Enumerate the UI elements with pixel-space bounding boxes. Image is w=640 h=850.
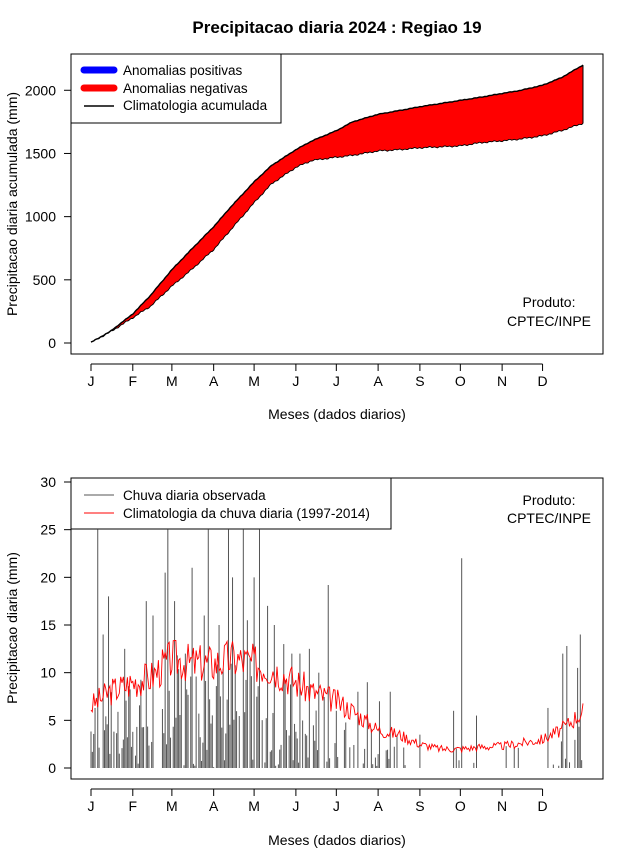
bottom-x-tick-label: O — [455, 798, 466, 814]
anomaly-area-layer — [90, 64, 584, 343]
top-x-tick-label: A — [373, 373, 383, 389]
top-y-tick-label: 500 — [33, 272, 57, 288]
daily-precip-panel: 0 5 10 15 20 25 30 J F M A M J J A S O N D Meses (dados d… — [4, 474, 604, 848]
top-y-axis: 0 500 1000 1500 2000 — [25, 82, 72, 351]
daily-climatology-line — [90, 639, 584, 754]
bottom-x-tick-label: J — [333, 798, 340, 814]
bottom-y-tick-label: 30 — [40, 474, 56, 490]
legend-label-climatology: Climatologia acumulada — [123, 98, 268, 113]
top-x-tick-label: J — [292, 373, 299, 389]
cumulative-precip-panel: 0 500 1000 1500 2000 J F M A M J J A S O N D Meses (dad… — [4, 53, 604, 422]
top-x-tick-label: N — [497, 373, 507, 389]
figure-title: Precipitacao diaria 2024 : Regiao 19 — [192, 18, 481, 37]
bottom-y-tick-label: 0 — [48, 760, 56, 776]
top-x-tick-label: F — [129, 373, 138, 389]
top-x-tick-label: M — [248, 373, 260, 389]
bottom-x-tick-label: A — [373, 798, 383, 814]
top-x-tick-label: A — [209, 373, 219, 389]
top-x-axis-label: Meses (dados diarios) — [268, 406, 406, 422]
top-x-tick-label: J — [333, 373, 340, 389]
bottom-credit-line1: Produto: — [523, 492, 576, 508]
bottom-y-axis-label: Precipitacao diaria (mm) — [4, 552, 20, 704]
legend-label-observed: Chuva diaria observada — [123, 488, 266, 503]
bottom-y-tick-label: 10 — [40, 665, 56, 681]
bottom-x-tick-label: N — [497, 798, 507, 814]
top-x-tick-label: O — [455, 373, 466, 389]
top-credit-line2: CPTEC/INPE — [507, 313, 591, 329]
top-y-tick-label: 2000 — [25, 82, 56, 98]
daily-bars-layer — [90, 529, 583, 768]
legend-label-positive: Anomalias positivas — [123, 63, 243, 78]
bottom-x-axis-label: Meses (dados diarios) — [268, 832, 406, 848]
bottom-x-tick-label: D — [537, 798, 547, 814]
climatology-line-layer — [90, 639, 584, 754]
top-y-tick-label: 1000 — [25, 209, 56, 225]
bottom-x-tick-label: M — [166, 798, 178, 814]
negative-anomaly-area — [91, 65, 583, 343]
bottom-legend: Chuva diaria observada Climatologia da c… — [70, 477, 392, 530]
bottom-x-tick-label: S — [415, 798, 424, 814]
bottom-x-tick-label: A — [209, 798, 219, 814]
bottom-y-tick-label: 20 — [40, 569, 56, 585]
climatology-cumulative-line — [90, 64, 584, 343]
top-x-tick-label: J — [88, 373, 95, 389]
bottom-y-tick-label: 25 — [40, 522, 56, 538]
top-y-tick-label: 1500 — [25, 145, 56, 161]
legend-label-daily-climatology: Climatologia da chuva diaria (1997-2014) — [123, 506, 370, 521]
bottom-x-tick-label: F — [129, 798, 138, 814]
bottom-y-axis: 0 5 10 15 20 25 30 — [40, 474, 72, 776]
top-x-tick-label: D — [537, 373, 547, 389]
top-x-tick-label: S — [415, 373, 424, 389]
bottom-legend-box — [70, 477, 392, 530]
top-credit-line1: Produto: — [523, 294, 576, 310]
legend-label-negative: Anomalias negativas — [123, 81, 248, 96]
bottom-y-tick-label: 15 — [40, 617, 56, 633]
top-y-tick-label: 0 — [48, 335, 56, 351]
bottom-y-tick-label: 5 — [48, 712, 56, 728]
bottom-x-tick-label: M — [248, 798, 260, 814]
bottom-x-tick-label: J — [292, 798, 299, 814]
bottom-credit-line2: CPTEC/INPE — [507, 510, 591, 526]
observed-cumulative-line — [90, 122, 584, 343]
top-y-axis-label: Precipitacao diaria acumulada (mm) — [4, 92, 20, 316]
bottom-x-tick-label: J — [88, 798, 95, 814]
top-x-tick-label: M — [166, 373, 178, 389]
top-legend: Anomalias positivas Anomalias negativas … — [70, 53, 282, 124]
